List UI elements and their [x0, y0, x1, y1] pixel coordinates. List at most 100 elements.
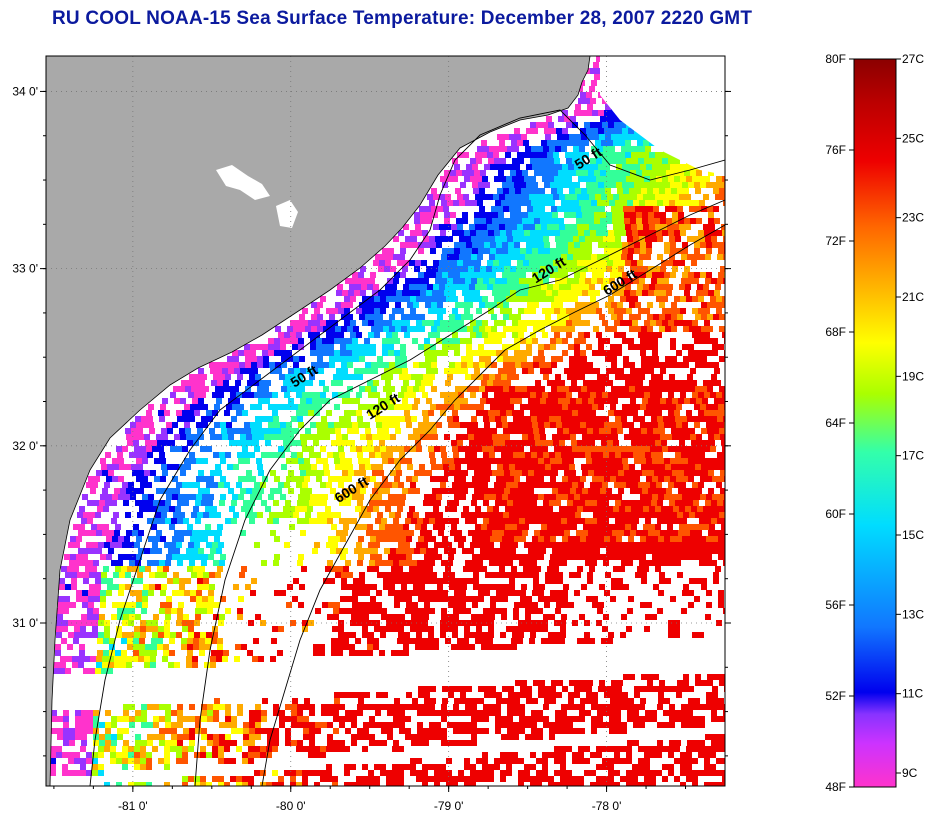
sst-cell [522, 290, 528, 296]
sst-cell [572, 542, 578, 548]
sst-cell [410, 296, 416, 302]
sst-cell [556, 164, 562, 170]
sst-cell [280, 344, 286, 350]
sst-cell [635, 188, 641, 194]
sst-cell [674, 230, 680, 236]
sst-cell [217, 566, 223, 572]
sst-cell [503, 584, 509, 590]
sst-cell [100, 554, 106, 560]
sst-cell [407, 464, 413, 470]
sst-cell [546, 218, 552, 224]
sst-cell [74, 542, 80, 548]
sst-cell [534, 470, 540, 476]
sst-cell [378, 530, 384, 536]
sst-cell [501, 146, 507, 152]
sst-cell [299, 326, 305, 332]
sst-cell [465, 278, 471, 284]
sst-cell [400, 554, 406, 560]
sst-cell [337, 284, 343, 290]
sst-cell [220, 422, 226, 428]
sst-cell [545, 464, 551, 470]
sst-cell [367, 566, 373, 572]
sst-cell [464, 446, 470, 452]
sst-cell [515, 326, 521, 332]
sst-cell [541, 152, 547, 158]
sst-cell [543, 452, 549, 458]
sst-cell [576, 530, 582, 536]
sst-cell [723, 452, 729, 458]
sst-cell [582, 398, 588, 404]
sst-cell [670, 554, 676, 560]
sst-cell [292, 476, 298, 482]
sst-cell [615, 500, 621, 506]
sst-cell [694, 422, 700, 428]
sst-cell [604, 164, 610, 170]
sst-cell [424, 590, 430, 596]
sst-cell [494, 392, 500, 398]
sst-cell [490, 554, 496, 560]
sst-cell [456, 398, 462, 404]
sst-cell [672, 470, 678, 476]
sst-cell [640, 536, 646, 542]
sst-cell [503, 356, 509, 362]
sst-cell [512, 320, 518, 326]
sst-cell [598, 554, 604, 560]
sst-cell [708, 548, 714, 554]
sst-cell [701, 428, 707, 434]
sst-cell [369, 608, 375, 614]
sst-cell [674, 482, 680, 488]
sst-cell [716, 230, 722, 236]
sst-cell [599, 134, 605, 140]
sst-cell [523, 440, 529, 446]
sst-cell [532, 458, 538, 464]
sst-cell [365, 314, 371, 320]
sst-cell [405, 236, 411, 242]
sst-cell [692, 320, 698, 326]
sst-cell [474, 218, 480, 224]
sst-cell [684, 218, 690, 224]
sst-cell [268, 404, 274, 410]
sst-cell [431, 188, 437, 194]
sst-cell [407, 314, 413, 320]
sst-cell [706, 536, 712, 542]
sst-cell [456, 530, 462, 536]
sst-cell [544, 164, 550, 170]
sst-cell [688, 344, 694, 350]
sst-cell [247, 380, 253, 386]
sst-cell [148, 494, 154, 500]
sst-cell [546, 116, 552, 122]
sst-cell [645, 452, 651, 458]
sst-cell [640, 494, 646, 500]
sst-cell [701, 302, 707, 308]
sst-cell [399, 452, 405, 458]
sst-cell [716, 542, 722, 548]
sst-cell [461, 302, 467, 308]
sst-cell [600, 116, 606, 122]
sst-cell [661, 506, 667, 512]
sst-cell [252, 434, 258, 440]
sst-cell [503, 188, 509, 194]
sst-cell [382, 536, 388, 542]
sst-cell [134, 542, 140, 548]
sst-cell [630, 290, 636, 296]
sst-cell [689, 512, 695, 518]
sst-cell [616, 242, 622, 248]
sst-cell [440, 320, 446, 326]
sst-cell [358, 344, 364, 350]
sst-cell [581, 206, 587, 212]
sst-cell [590, 410, 596, 416]
sst-cell [334, 404, 340, 410]
sst-cell [304, 494, 310, 500]
sst-cell [692, 176, 698, 182]
sst-cell [218, 392, 224, 398]
sst-cell [435, 278, 441, 284]
sst-cell [505, 152, 511, 158]
sst-cell [513, 236, 519, 242]
sst-cell [553, 284, 559, 290]
sst-cell [598, 182, 604, 188]
sst-cell [537, 518, 543, 524]
sst-cell [322, 344, 328, 350]
sst-cell [275, 512, 281, 518]
sst-cell [626, 230, 632, 236]
sst-cell [259, 380, 265, 386]
